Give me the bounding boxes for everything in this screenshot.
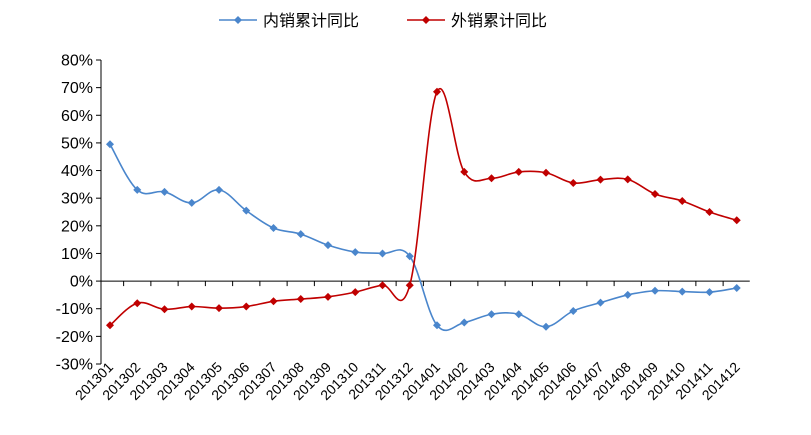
y-tick-label: 30% <box>61 191 93 208</box>
data-point <box>460 167 469 176</box>
y-tick-label: -20% <box>56 329 93 346</box>
data-point <box>433 321 441 330</box>
y-tick-label: -10% <box>56 301 93 318</box>
data-point <box>269 297 278 306</box>
data-point <box>133 185 142 194</box>
data-point <box>542 322 550 331</box>
series-layer <box>106 87 741 332</box>
y-tick-label: 60% <box>61 108 93 125</box>
data-point <box>378 249 387 258</box>
data-point <box>651 190 659 199</box>
data-point <box>623 290 632 299</box>
data-point <box>242 302 251 311</box>
data-point <box>569 306 578 315</box>
data-point <box>678 196 687 205</box>
legend-marker <box>234 16 242 24</box>
data-point <box>187 302 196 311</box>
data-point <box>487 310 496 319</box>
data-point <box>623 175 632 184</box>
series-line <box>109 143 737 332</box>
data-point <box>378 281 387 290</box>
data-point <box>596 298 605 307</box>
legend: 内销累计同比 外销累计同比 <box>219 11 547 30</box>
data-point <box>651 286 659 295</box>
legend-marker <box>422 16 430 24</box>
y-tick-label: 40% <box>61 163 93 180</box>
data-point <box>296 230 305 239</box>
data-point <box>678 287 687 296</box>
data-point <box>160 305 169 314</box>
data-point <box>542 168 550 177</box>
data-point <box>705 288 714 297</box>
data-point <box>269 224 278 233</box>
data-point <box>433 87 441 96</box>
y-tick-label: 10% <box>61 246 93 263</box>
data-point <box>296 295 305 304</box>
data-point <box>133 299 142 308</box>
y-tick-label: -30% <box>56 357 93 374</box>
legend-label: 外销累计同比 <box>451 11 547 30</box>
legend-item-1: 内销累计同比 <box>219 11 359 30</box>
y-tick-label: 20% <box>61 218 93 235</box>
data-point <box>405 281 414 290</box>
series-2 <box>106 87 741 330</box>
data-point <box>187 198 196 207</box>
data-point <box>514 167 523 176</box>
data-point <box>569 178 578 187</box>
data-point <box>215 304 223 313</box>
data-point <box>215 185 223 194</box>
data-point <box>732 284 741 292</box>
data-point <box>351 248 360 257</box>
legend-item-2: 外销累计同比 <box>407 11 547 30</box>
data-point <box>351 288 360 297</box>
y-tick-label: 80% <box>61 53 93 70</box>
data-point <box>106 321 114 330</box>
data-point <box>732 216 741 225</box>
data-point <box>487 174 496 183</box>
y-tick-label: 50% <box>61 135 93 152</box>
series-1 <box>106 140 741 332</box>
data-point <box>106 140 114 149</box>
x-axis: 2013012013022013032013042013052013062013… <box>72 280 750 403</box>
y-tick-label: 0% <box>70 274 93 291</box>
data-point <box>514 310 523 319</box>
data-point <box>705 208 714 216</box>
data-point <box>460 318 469 327</box>
data-point <box>324 292 332 301</box>
data-point <box>242 206 251 215</box>
data-point <box>324 241 332 250</box>
data-point <box>405 252 414 261</box>
y-tick-label: 70% <box>61 80 93 97</box>
data-point <box>596 175 605 184</box>
y-axis: -30% -20% -10% 0% 10% 20% 30% 40% 50% 60% 70% 80% <box>56 53 102 374</box>
data-point <box>160 187 169 196</box>
legend-label: 内销累计同比 <box>263 11 359 30</box>
